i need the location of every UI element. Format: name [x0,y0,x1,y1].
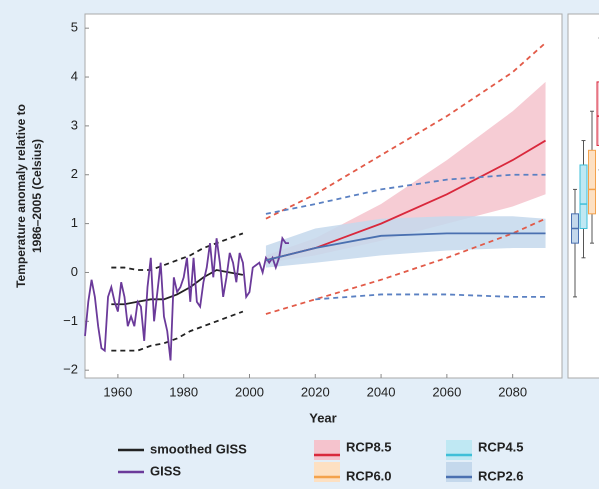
legend-swatch [446,440,472,460]
x-axis-label: Year [309,410,336,425]
dashed-range [111,310,244,352]
y-axis-label: Temperature anomaly relative to [14,104,28,288]
legend-swatch [314,462,340,482]
legend-label: RCP2.6 [478,468,524,483]
box [588,149,596,215]
box [579,164,588,229]
dashed-range [315,293,546,301]
y-axis-label: 1986–2005 (Celsius) [30,139,44,253]
x-tick-label: 2020 [301,384,330,399]
x-tick-label: 2080 [498,384,527,399]
legend-label: GISS [150,463,181,478]
legend-label: RCP8.5 [346,439,392,454]
legend-swatch [314,440,340,460]
y-tick-label: −2 [63,362,78,377]
y-tick-label: −1 [63,313,78,328]
range-band [265,216,546,268]
dashed-range [265,217,546,315]
legend-label: RCP6.0 [346,468,392,483]
box [596,81,599,146]
series-line [265,232,546,262]
y-tick-label: 5 [71,20,78,35]
y-tick-label: 1 [71,215,78,230]
dashed-range [265,173,546,215]
x-tick-label: 2040 [367,384,396,399]
x-tick-label: 2000 [235,384,264,399]
series-line [84,235,289,361]
x-tick-label: 1980 [169,384,198,399]
y-tick-label: 3 [71,117,78,132]
y-tick-label: 4 [71,68,78,83]
legend-label: RCP4.5 [478,439,524,454]
legend-swatch [446,462,472,482]
dashed-range [111,232,244,271]
layer: −2 −1 0 1 2 3 4 5 1960 1980 2000 2020 2040 2060 2080 sm… [63,20,599,483]
x-tick-label: 2060 [432,384,461,399]
x-tick-label: 1960 [103,384,132,399]
y-tick-label: 2 [71,166,78,181]
y-tick-label: 0 [71,264,78,279]
dashed-range [265,42,547,220]
legend-label: smoothed GISS [150,441,247,456]
